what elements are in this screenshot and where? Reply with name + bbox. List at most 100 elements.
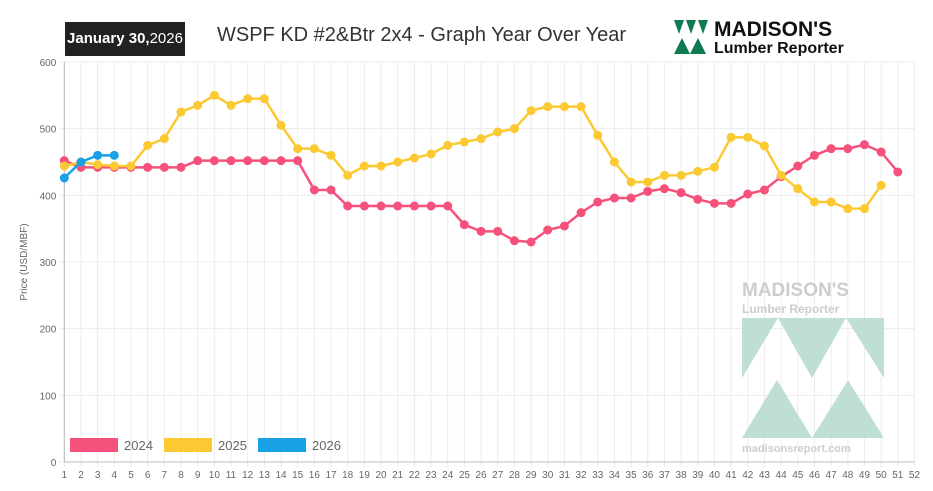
x-tick-label: 38 (676, 470, 688, 481)
data-point-2025 (143, 140, 153, 150)
x-tick-label: 21 (392, 470, 404, 481)
x-tick-label: 7 (162, 470, 168, 481)
data-point-2024 (743, 189, 753, 199)
x-tick-label: 5 (128, 470, 134, 481)
y-tick-label: 300 (40, 258, 57, 269)
data-point-2025 (526, 106, 536, 116)
x-tick-label: 39 (692, 470, 704, 481)
x-tick-label: 8 (178, 470, 184, 481)
madisons-logo: MADISON'S Lumber Reporter (674, 18, 844, 56)
x-tick-label: 4 (112, 470, 118, 481)
x-tick-label: 31 (559, 470, 571, 481)
legend-swatch-2026 (258, 438, 306, 452)
data-point-2025 (276, 120, 286, 130)
y-tick-label: 100 (40, 391, 57, 402)
svg-text:Lumber Reporter: Lumber Reporter (714, 40, 844, 56)
x-tick-label: 29 (525, 470, 537, 481)
data-point-2025 (743, 132, 753, 142)
data-point-2025 (793, 184, 803, 194)
data-point-2025 (726, 132, 736, 142)
data-point-2025 (293, 144, 303, 154)
x-tick-label: 14 (275, 470, 287, 481)
data-point-2025 (876, 180, 886, 190)
data-point-2024 (259, 156, 269, 166)
watermark-url: madisonsreport.com (742, 443, 851, 455)
data-point-2024 (609, 193, 619, 203)
date-badge: January 30,2026 (65, 22, 185, 56)
x-tick-label: 49 (859, 470, 871, 481)
legend-label-2024: 2024 (124, 438, 153, 453)
x-tick-label: 13 (259, 470, 271, 481)
data-point-2024 (193, 156, 203, 166)
data-point-2024 (859, 140, 869, 150)
x-tick-label: 26 (475, 470, 487, 481)
data-point-2024 (443, 201, 453, 211)
data-point-2025 (643, 177, 653, 187)
x-tick-label: 3 (95, 470, 101, 481)
x-tick-label: 27 (492, 470, 504, 481)
data-point-2024 (576, 208, 586, 218)
data-point-2024 (359, 201, 369, 211)
data-point-2025 (826, 197, 836, 207)
data-point-2024 (159, 162, 169, 172)
x-tick-label: 2 (78, 470, 84, 481)
data-point-2024 (426, 201, 436, 211)
x-tick-label: 30 (542, 470, 554, 481)
data-point-2025 (309, 144, 319, 154)
x-tick-label: 9 (195, 470, 201, 481)
data-point-2025 (376, 161, 386, 171)
data-point-2024 (843, 144, 853, 154)
y-axis-label: Price (USD/MBF) (19, 223, 30, 300)
x-tick-label: 52 (909, 470, 921, 481)
data-point-2024 (876, 147, 886, 157)
data-point-2025 (259, 94, 269, 104)
legend-label-2025: 2025 (218, 438, 247, 453)
y-tick-label: 600 (40, 58, 57, 69)
x-tick-label: 35 (626, 470, 638, 481)
x-tick-label: 11 (226, 470, 237, 481)
data-point-2024 (209, 156, 219, 166)
x-tick-label: 15 (292, 470, 304, 481)
data-point-2025 (676, 170, 686, 180)
data-point-2025 (326, 150, 336, 160)
data-point-2024 (309, 185, 319, 195)
data-point-2025 (476, 134, 486, 144)
x-tick-label: 36 (642, 470, 654, 481)
data-point-2024 (393, 201, 403, 211)
x-tick-label: 33 (592, 470, 604, 481)
series-line-2026 (63, 154, 115, 179)
data-point-2024 (709, 198, 719, 208)
data-point-2024 (343, 201, 353, 211)
y-tick-label: 200 (40, 325, 57, 336)
data-point-2024 (676, 188, 686, 198)
data-point-2024 (826, 144, 836, 154)
data-point-2024 (626, 193, 636, 203)
legend-swatch-2025 (164, 438, 212, 452)
legend-swatch-2024 (70, 438, 118, 452)
watermark-sub: Lumber Reporter (742, 302, 840, 316)
svg-text:MADISON'S: MADISON'S (714, 18, 832, 41)
legend-label-2026: 2026 (312, 438, 341, 453)
y-tick-label: 0 (51, 458, 57, 469)
data-point-2025 (626, 177, 636, 187)
data-point-2025 (176, 107, 186, 117)
data-point-2024 (276, 156, 286, 166)
data-point-2025 (759, 141, 769, 151)
watermark-logo: MADISON'S Lumber Reporter madisonsreport… (742, 280, 884, 455)
data-point-2025 (459, 137, 469, 147)
date-year: 2026 (149, 30, 183, 47)
date-main: January 30, (67, 30, 150, 47)
data-point-2025 (709, 162, 719, 172)
data-point-2025 (59, 161, 69, 171)
x-tick-label: 50 (876, 470, 888, 481)
data-point-2025 (193, 100, 203, 110)
data-point-2025 (609, 157, 619, 167)
x-tick-label: 46 (809, 470, 821, 481)
x-tick-label: 44 (776, 470, 788, 481)
data-point-2025 (576, 102, 586, 112)
data-point-2024 (559, 221, 569, 231)
data-point-2024 (459, 220, 469, 230)
data-point-2024 (759, 185, 769, 195)
data-point-2026 (109, 150, 119, 160)
data-point-2024 (476, 226, 486, 236)
